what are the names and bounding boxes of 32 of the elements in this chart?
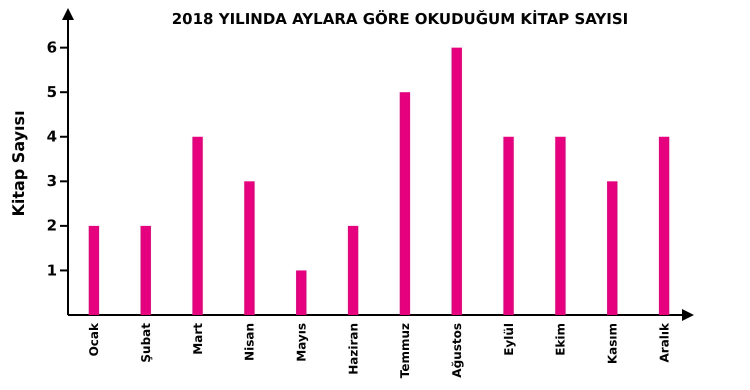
x-tick-label: Haziran <box>346 323 360 375</box>
bar <box>88 226 100 315</box>
bar <box>555 136 566 315</box>
bar <box>400 92 410 315</box>
bar <box>244 181 255 315</box>
x-tick-label: Ağustos <box>450 323 464 378</box>
y-tick-label: 3 <box>46 172 57 190</box>
bar <box>607 181 618 315</box>
y-tick-label: 2 <box>46 216 57 235</box>
x-tick-label: Temmuz <box>398 322 412 378</box>
chart-title: 2018 YILINDA AYLARA GÖRE OKUDUĞUM KİTAP SAYISI <box>172 10 628 28</box>
y-tick-label: 5 <box>46 83 57 102</box>
y-tick-label: 6 <box>46 38 57 56</box>
x-tick-label: Aralık <box>657 322 672 363</box>
x-tick-label: Nisan <box>242 323 257 361</box>
y-tick-label: 1 <box>46 261 57 280</box>
x-tick-label: Mayıs <box>294 323 308 362</box>
x-tick-label: Şubat <box>138 322 153 363</box>
bar <box>192 136 203 315</box>
x-tick-label: Kasım <box>605 323 620 364</box>
x-tick-label: Ocak <box>87 322 102 356</box>
y-axis-title: Kitap Sayısı <box>9 110 28 217</box>
bar <box>296 270 306 315</box>
x-tick-label: Ekim <box>554 323 568 356</box>
bar <box>140 226 151 315</box>
x-tick-label: Mart <box>190 322 205 355</box>
bar <box>658 136 670 315</box>
bar <box>503 136 514 315</box>
bar <box>452 48 462 315</box>
y-tick-label: 4 <box>46 128 57 146</box>
bar <box>348 226 358 315</box>
x-tick-label: Eylül <box>502 323 516 356</box>
